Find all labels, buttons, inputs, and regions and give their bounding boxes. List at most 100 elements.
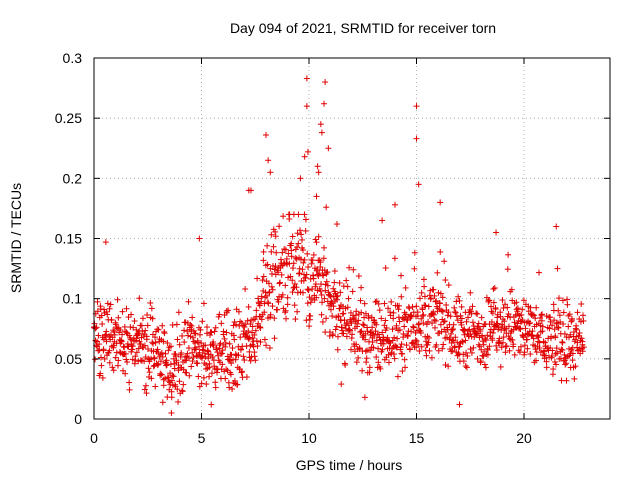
data-point (272, 228, 279, 235)
data-point (274, 306, 281, 313)
data-point (94, 298, 101, 305)
data-point (210, 342, 217, 349)
data-point (121, 344, 128, 351)
data-point (159, 322, 166, 329)
data-point (527, 351, 534, 358)
data-point (162, 375, 169, 382)
data-point (409, 303, 416, 310)
data-point (425, 339, 432, 346)
data-point (369, 339, 376, 346)
data-point (189, 334, 196, 341)
data-point (181, 327, 188, 334)
data-point (338, 324, 345, 331)
data-point (405, 328, 412, 335)
data-point (539, 311, 546, 318)
data-point (324, 269, 331, 276)
data-point (111, 331, 118, 338)
data-point (549, 347, 556, 354)
data-point (268, 283, 275, 290)
data-point (373, 337, 380, 344)
data-point (331, 279, 338, 286)
data-point (427, 295, 434, 302)
data-point (169, 321, 176, 328)
data-point (231, 318, 238, 325)
data-point (289, 277, 296, 284)
data-point (358, 328, 365, 335)
data-point (343, 333, 350, 340)
data-point (278, 271, 285, 278)
data-point (214, 349, 221, 356)
data-point (238, 319, 245, 326)
data-point (218, 320, 225, 327)
data-point (343, 277, 350, 284)
data-point (568, 317, 575, 324)
data-point (402, 364, 409, 371)
data-point (256, 302, 263, 309)
data-point (334, 346, 341, 353)
data-point (559, 297, 566, 304)
data-point (169, 372, 176, 379)
data-point (312, 281, 319, 288)
data-point (271, 315, 278, 322)
data-point (393, 322, 400, 329)
data-point (467, 289, 474, 296)
data-point (536, 339, 543, 346)
data-point (442, 277, 449, 284)
data-point (478, 314, 485, 321)
data-point (163, 362, 170, 369)
data-point (267, 169, 274, 176)
data-point (157, 358, 164, 365)
data-point (388, 298, 395, 305)
data-point (288, 253, 295, 260)
data-point (390, 351, 397, 358)
data-point (229, 345, 236, 352)
data-point (124, 359, 131, 366)
data-point (298, 231, 305, 238)
data-point (119, 308, 126, 315)
data-point (552, 334, 559, 341)
data-point (222, 343, 229, 350)
data-point (416, 320, 423, 327)
data-point (180, 381, 187, 388)
data-point (320, 255, 327, 262)
data-point (567, 331, 574, 338)
data-point (141, 358, 148, 365)
data-point (383, 324, 390, 331)
data-point (355, 273, 362, 280)
data-point (447, 313, 454, 320)
data-point (133, 349, 140, 356)
data-point (132, 353, 139, 360)
data-point (240, 353, 247, 360)
data-point (122, 370, 129, 377)
data-point (133, 335, 140, 342)
data-point (157, 370, 164, 377)
data-point (204, 347, 211, 354)
data-point (364, 324, 371, 331)
data-point (364, 328, 371, 335)
data-point (459, 338, 466, 345)
data-point (443, 301, 450, 308)
data-point (297, 175, 304, 182)
data-point (566, 311, 573, 318)
data-point (420, 320, 427, 327)
data-point (477, 358, 484, 365)
data-point (458, 321, 465, 328)
data-point (429, 320, 436, 327)
data-point (266, 288, 273, 295)
data-point (394, 335, 401, 342)
data-point (377, 365, 384, 372)
data-point (110, 344, 117, 351)
data-point (141, 342, 148, 349)
data-point (315, 233, 322, 240)
data-point (138, 322, 145, 329)
data-point (222, 375, 229, 382)
data-point (338, 381, 345, 388)
data-point (466, 306, 473, 313)
data-point (173, 321, 180, 328)
data-point (260, 257, 267, 264)
data-point (436, 300, 443, 307)
data-point (149, 315, 156, 322)
data-point (400, 330, 407, 337)
data-point (322, 287, 329, 294)
data-point (499, 297, 506, 304)
